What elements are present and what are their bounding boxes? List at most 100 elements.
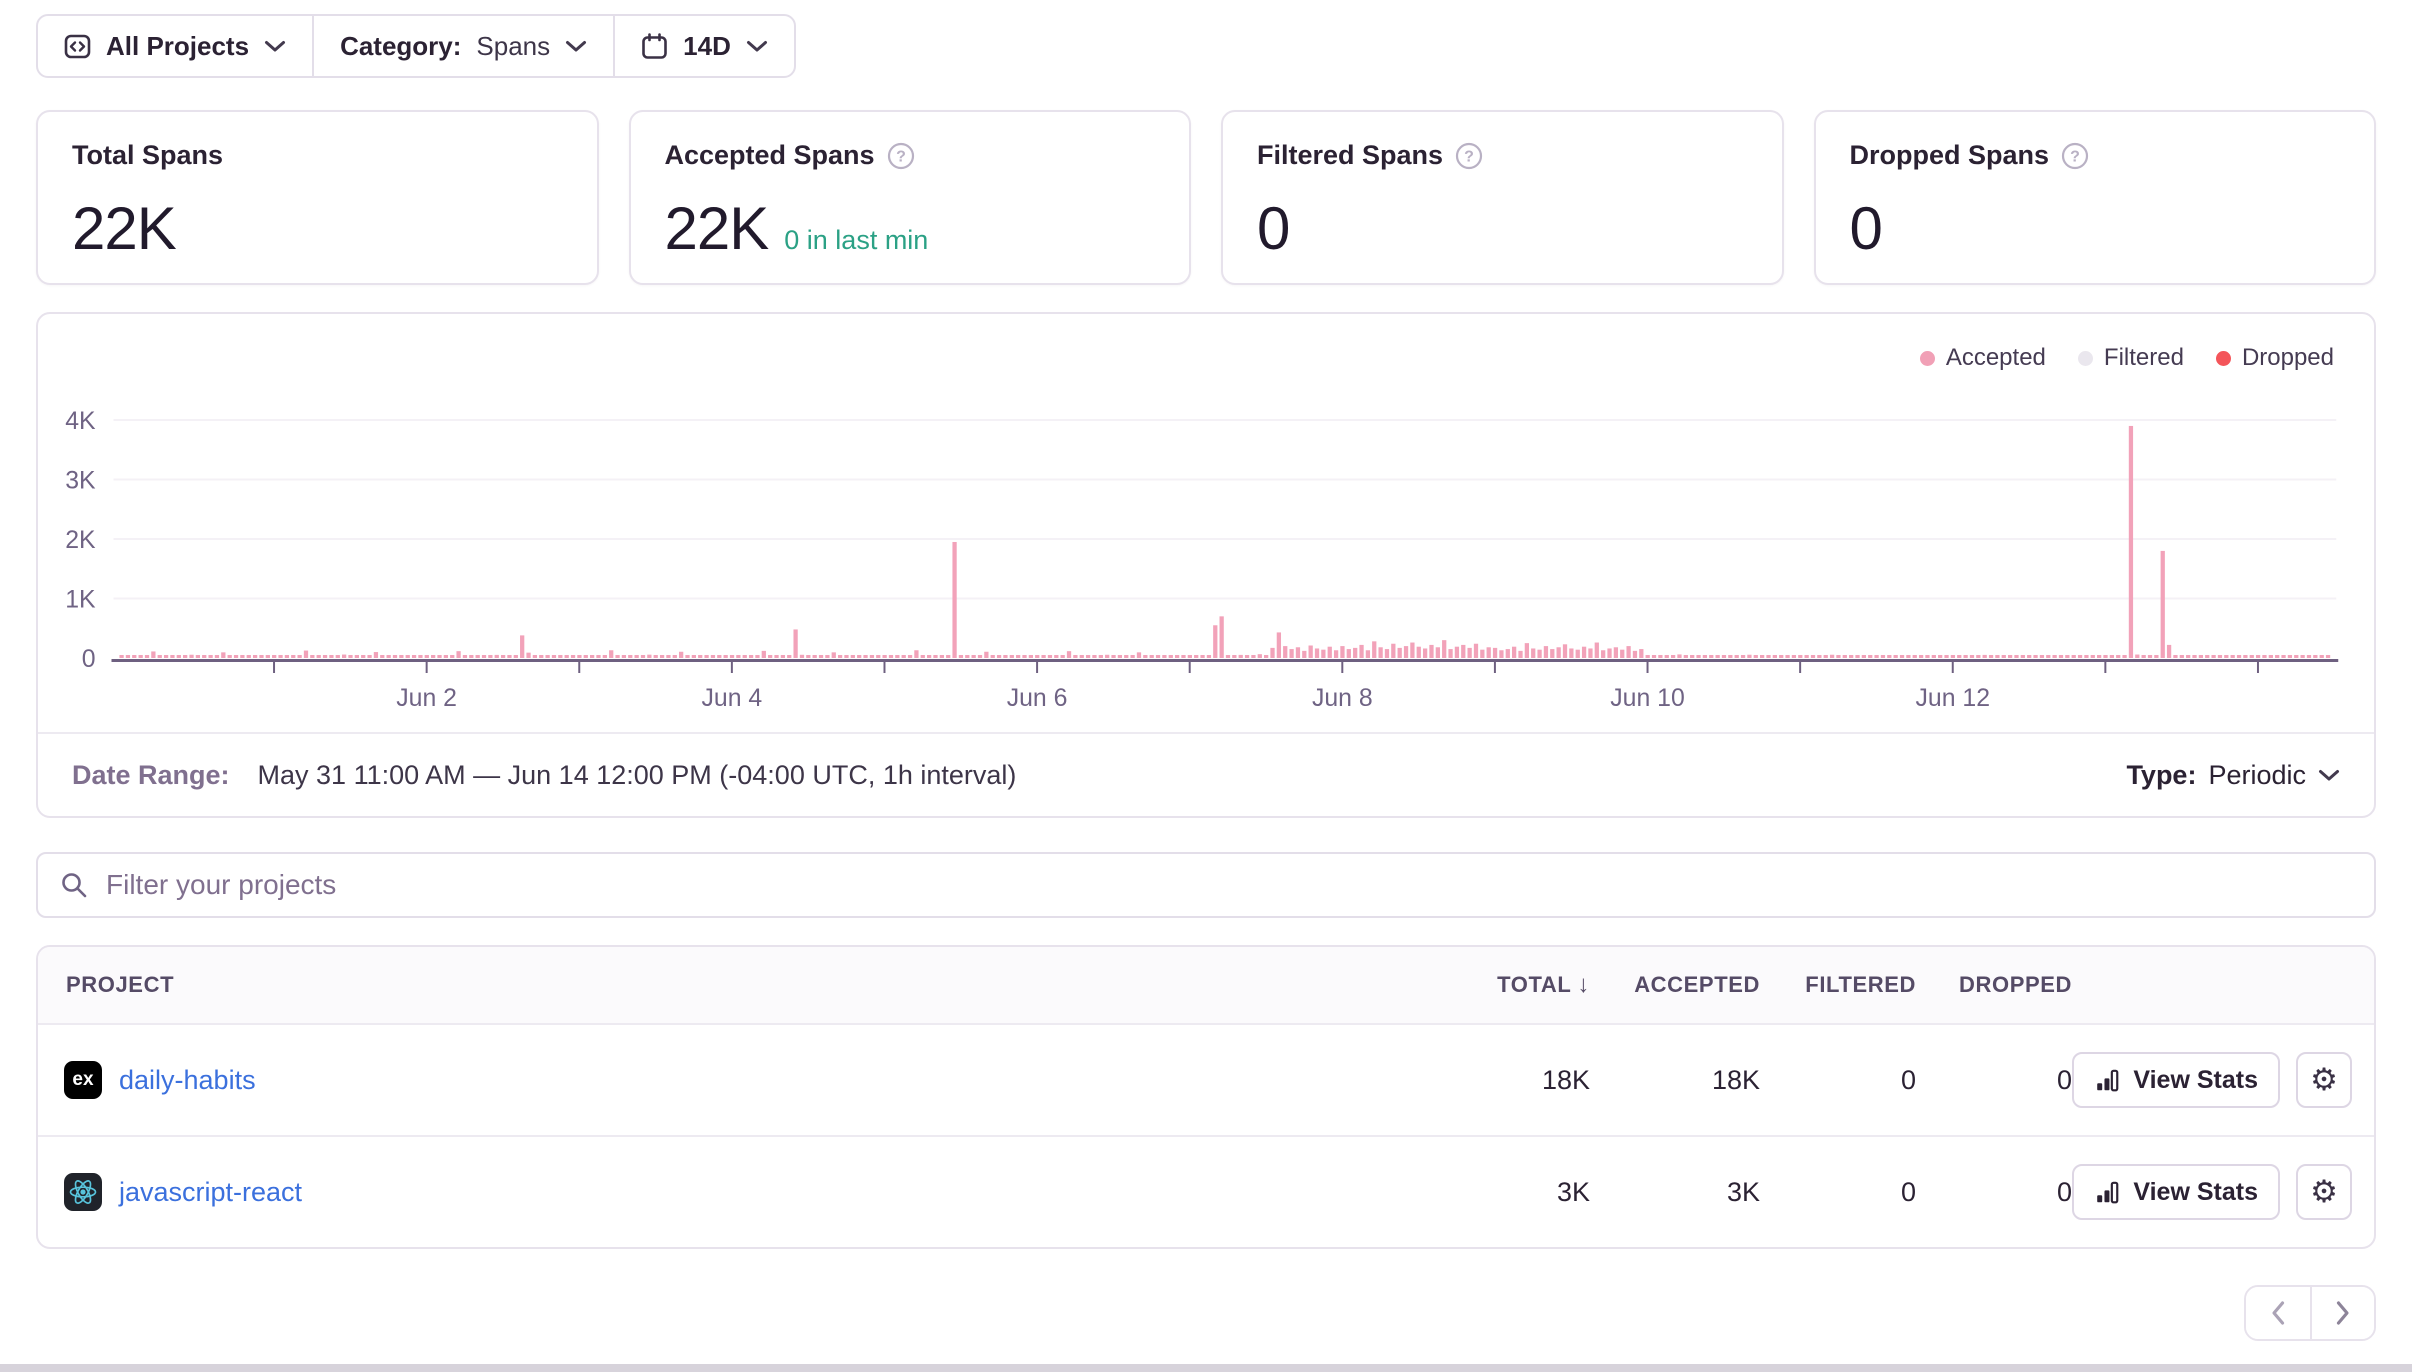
- view-stats-button[interactable]: View Stats: [2072, 1164, 2280, 1220]
- help-icon[interactable]: ?: [2061, 142, 2089, 170]
- help-icon[interactable]: ?: [887, 142, 915, 170]
- svg-text:3K: 3K: [65, 466, 96, 494]
- stat-card-value: 22K: [72, 195, 177, 262]
- svg-text:?: ?: [1464, 148, 1474, 165]
- usage-chart-card: Accepted Filtered Dropped 0 1K 2K 3K 4K Jun 2 Ju…: [36, 312, 2376, 818]
- project-settings-button[interactable]: ⚙: [2296, 1164, 2352, 1220]
- category-value: Spans: [476, 30, 551, 61]
- bar-chart-icon: [2097, 1181, 2119, 1204]
- category-selector[interactable]: Category: Spans: [314, 16, 613, 76]
- project-cell: javascript-react: [38, 1173, 1415, 1211]
- type-value: Periodic: [2208, 759, 2306, 790]
- projects-icon: [64, 34, 91, 58]
- view-stats-label: View Stats: [2133, 1177, 2258, 1206]
- sort-desc-icon: ↓: [1577, 971, 1590, 998]
- next-page-button[interactable]: [2310, 1287, 2374, 1339]
- stat-card-value: 0: [1257, 195, 1290, 262]
- stat-cards-row: Total Spans 22K Accepted Spans? 22K 0 in las…: [36, 110, 2376, 285]
- filter-toolbar: All Projects Category: Spans 14D: [36, 14, 796, 78]
- stat-card-total-spans: Total Spans 22K: [36, 110, 599, 285]
- stat-card-title: Dropped Spans: [1849, 140, 2050, 170]
- pagination-group: [2244, 1285, 2376, 1341]
- stats-page: All Projects Category: Spans 14D: [36, 14, 2376, 1341]
- row-actions: View Stats ⚙: [2072, 1164, 2374, 1220]
- chart-footer: Date Range: May 31 11:00 AM — Jun 14 12:…: [38, 732, 2374, 816]
- help-icon[interactable]: ?: [1455, 142, 1483, 170]
- chevron-left-icon: [2272, 1301, 2285, 1325]
- spans-bar-chart[interactable]: 0 1K 2K 3K 4K Jun 2 Jun 4 Jun 6 Jun 8 Jun 10 Jun 1…: [38, 314, 2374, 732]
- gear-icon: ⚙: [2310, 1061, 2338, 1098]
- project-link[interactable]: javascript-react: [119, 1176, 303, 1207]
- stat-card-accepted-spans: Accepted Spans? 22K 0 in last min: [628, 110, 1191, 285]
- accepted-cell: 3K: [1726, 1176, 1760, 1207]
- chevron-down-icon: [2319, 769, 2339, 780]
- project-settings-button[interactable]: ⚙: [2296, 1052, 2352, 1108]
- project-selector-label: All Projects: [106, 30, 250, 61]
- svg-text:?: ?: [896, 148, 906, 165]
- filtered-cell: 0: [1900, 1176, 1916, 1207]
- view-stats-label: View Stats: [2133, 1065, 2258, 1094]
- date-period-label: 14D: [683, 30, 731, 61]
- stat-card-head: Dropped Spans?: [1850, 140, 2341, 171]
- svg-text:Jun 8: Jun 8: [1312, 684, 1373, 712]
- chevron-down-icon: [746, 40, 767, 51]
- legend-item-dropped[interactable]: Dropped: [2215, 344, 2334, 372]
- search-icon: [62, 873, 87, 898]
- legend-label: Filtered: [2103, 344, 2184, 371]
- date-period-selector[interactable]: 14D: [615, 16, 794, 76]
- svg-text:1K: 1K: [65, 585, 96, 613]
- filtered-cell: 0: [1900, 1064, 1916, 1095]
- gear-icon: ⚙: [2310, 1173, 2338, 1210]
- total-cell: 18K: [1541, 1064, 1590, 1095]
- column-header-filtered[interactable]: FILTERED: [1805, 972, 1916, 997]
- project-selector[interactable]: All Projects: [38, 16, 312, 76]
- row-actions: View Stats ⚙: [2072, 1052, 2374, 1108]
- project-link[interactable]: daily-habits: [119, 1064, 256, 1095]
- toolbar-divider: [613, 16, 616, 76]
- chevron-down-icon: [566, 40, 587, 51]
- stat-card-footer: 0: [1257, 199, 1748, 259]
- chevron-down-icon: [265, 40, 286, 51]
- column-header-project[interactable]: PROJECT: [66, 972, 175, 997]
- svg-text:Jun 2: Jun 2: [396, 684, 457, 712]
- dropped-cell: 0: [2056, 1176, 2072, 1207]
- stat-card-footer: 22K 0 in last min: [665, 199, 1156, 259]
- project-cell: ex daily-habits: [38, 1061, 1415, 1099]
- table-header-row: PROJECT TOTAL ↓ ACCEPTED FILTERED DROPPE…: [38, 947, 2374, 1025]
- express-platform-icon: ex: [64, 1061, 102, 1099]
- legend-dot: [2077, 350, 2093, 366]
- stat-card-head: Accepted Spans?: [665, 140, 1156, 171]
- pagination: [36, 1285, 2376, 1341]
- column-header-dropped[interactable]: DROPPED: [1959, 972, 2072, 997]
- project-filter-search: [36, 852, 2376, 918]
- toolbar-divider: [312, 16, 315, 76]
- chevron-right-icon: [2336, 1301, 2349, 1325]
- usage-chart[interactable]: 0 1K 2K 3K 4K Jun 2 Jun 4 Jun 6 Jun 8 Jun 10 Jun 1…: [38, 314, 2374, 732]
- table-row-javascript-react: javascript-react 3K 3K 0 0 View Stats ⚙: [38, 1135, 2374, 1247]
- date-range-label: Date Range:: [72, 759, 230, 790]
- svg-text:0: 0: [82, 645, 96, 673]
- stat-card-dropped-spans: Dropped Spans? 0: [1813, 110, 2376, 285]
- stat-card-subtext: 0 in last min: [784, 225, 929, 255]
- stat-card-head: Total Spans: [72, 140, 563, 171]
- react-platform-icon: [64, 1173, 102, 1211]
- stat-card-footer: 22K: [72, 199, 563, 259]
- column-header-total[interactable]: TOTAL ↓: [1497, 971, 1590, 998]
- dropped-cell: 0: [2056, 1064, 2072, 1095]
- svg-text:Jun 6: Jun 6: [1007, 684, 1068, 712]
- stat-card-title: Accepted Spans: [664, 140, 875, 170]
- category-label: Category:: [340, 30, 462, 61]
- bottom-edge-strip: [0, 1364, 2412, 1372]
- view-stats-button[interactable]: View Stats: [2072, 1052, 2280, 1108]
- legend-item-accepted[interactable]: Accepted: [1919, 344, 2046, 372]
- type-selector[interactable]: Type: Periodic: [2126, 760, 2340, 791]
- legend-item-filtered[interactable]: Filtered: [2077, 344, 2184, 372]
- react-logo: [69, 1180, 97, 1204]
- svg-text:Jun 10: Jun 10: [1610, 684, 1685, 712]
- date-range-value: May 31 11:00 AM — Jun 14 12:00 PM (-04:0…: [257, 759, 1017, 790]
- search-input[interactable]: [104, 868, 2352, 902]
- column-header-accepted[interactable]: ACCEPTED: [1634, 972, 1760, 997]
- stat-card-value: 0: [1849, 195, 1883, 262]
- previous-page-button[interactable]: [2246, 1287, 2310, 1339]
- svg-text:?: ?: [2070, 148, 2080, 165]
